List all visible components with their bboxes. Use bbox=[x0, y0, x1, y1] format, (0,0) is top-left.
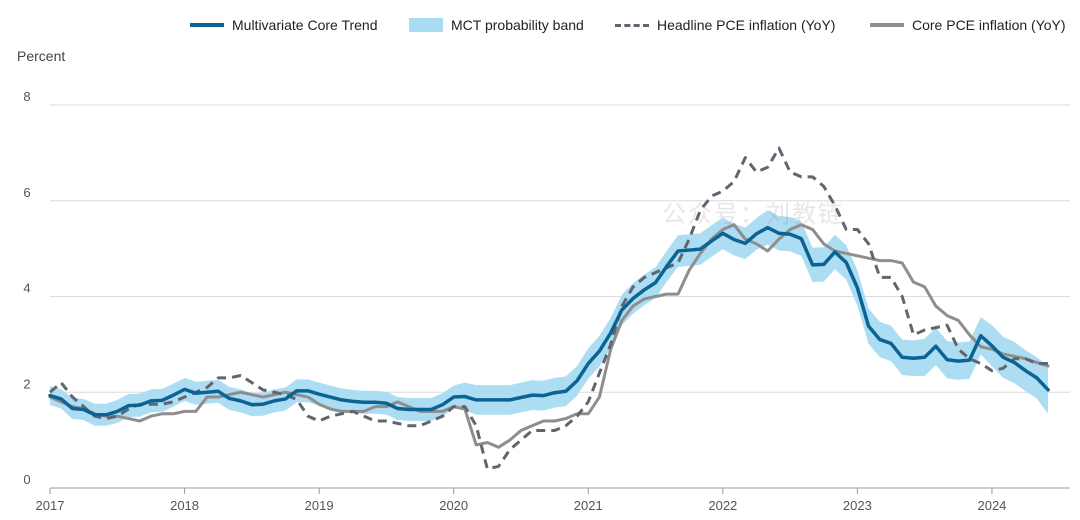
y-tick-label-6: 6 bbox=[23, 185, 30, 200]
x-tick-label-2021: 2021 bbox=[574, 498, 603, 513]
x-tick-label-2023: 2023 bbox=[843, 498, 872, 513]
legend-label-band: MCT probability band bbox=[451, 17, 584, 33]
legend-label-headline: Headline PCE inflation (YoY) bbox=[657, 17, 836, 33]
legend-item-core[interactable]: Core PCE inflation (YoY) bbox=[870, 14, 1066, 36]
legend-swatch-headline bbox=[615, 23, 649, 27]
series-lines bbox=[48, 146, 1050, 471]
legend-label-core: Core PCE inflation (YoY) bbox=[912, 17, 1066, 33]
x-tick-label-2024: 2024 bbox=[977, 498, 1006, 513]
x-tick-label-2022: 2022 bbox=[708, 498, 737, 513]
legend-item-band[interactable]: MCT probability band bbox=[409, 14, 584, 36]
legend-label-mct: Multivariate Core Trend bbox=[232, 17, 378, 33]
y-tick-label-8: 8 bbox=[23, 89, 30, 104]
x-tick-label-2017: 2017 bbox=[36, 498, 65, 513]
legend-item-headline[interactable]: Headline PCE inflation (YoY) bbox=[615, 14, 835, 36]
legend-item-mct[interactable]: Multivariate Core Trend bbox=[190, 14, 378, 36]
x-tick-label-2018: 2018 bbox=[170, 498, 199, 513]
mct-line bbox=[48, 225, 1050, 417]
y-axis-label: Percent bbox=[17, 48, 66, 64]
y-tick-label-2: 2 bbox=[23, 376, 30, 391]
y-tick-label-0: 0 bbox=[23, 472, 30, 487]
core-pce-line bbox=[48, 223, 1050, 449]
legend: Multivariate Core Trend MCT probability … bbox=[0, 14, 1080, 36]
x-tick-label-2020: 2020 bbox=[439, 498, 468, 513]
legend-swatch-band bbox=[409, 18, 443, 32]
axes: 0 2 4 6 8 2017 2018 2019 2020 2021 2022 2023 2024 bbox=[23, 89, 1070, 513]
x-tick-label-2019: 2019 bbox=[305, 498, 334, 513]
y-tick-label-4: 4 bbox=[23, 281, 30, 296]
legend-swatch-mct bbox=[190, 23, 224, 27]
legend-swatch-core bbox=[870, 23, 904, 27]
